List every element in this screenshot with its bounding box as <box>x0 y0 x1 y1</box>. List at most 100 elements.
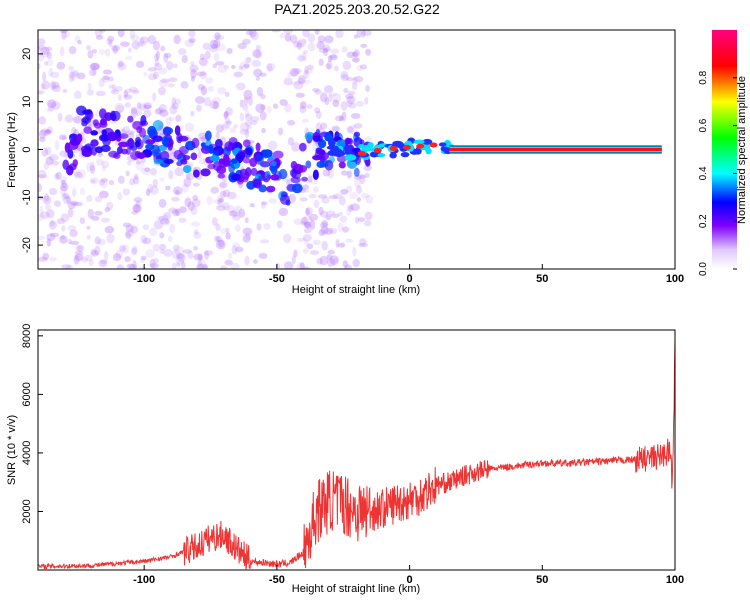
heatmap-cell <box>49 219 55 227</box>
heatmap-cell <box>106 38 113 45</box>
heatmap-cell <box>299 262 305 269</box>
heatmap-cell <box>128 264 138 269</box>
heatmap-cell <box>307 42 316 52</box>
heatmap-cell <box>155 50 160 60</box>
heatmap-cell <box>259 239 270 244</box>
snr-frame <box>37 329 676 571</box>
heatmap-cell <box>340 70 349 79</box>
heatmap-cell <box>250 30 259 41</box>
heatmap-cell <box>422 138 433 145</box>
heatmap-cell <box>303 79 312 85</box>
heatmap-cell <box>261 127 266 134</box>
heatmap-cell <box>186 173 195 181</box>
heatmap-cell <box>127 137 134 148</box>
heatmap-cell <box>245 30 254 36</box>
heatmap-cell <box>327 169 334 179</box>
heatmap-cell <box>182 165 192 174</box>
heatmap-cell <box>131 40 141 50</box>
heatmap-cell <box>46 209 55 219</box>
heatmap-cell <box>112 253 122 262</box>
heatmap-cell <box>38 63 41 70</box>
heatmap-cell <box>59 185 67 196</box>
heatmap-cell <box>86 162 92 173</box>
heatmap-cell <box>123 90 128 98</box>
heatmap-cell <box>46 233 56 242</box>
heatmap-cell <box>222 202 230 210</box>
heatmap-cell <box>438 142 447 147</box>
heatmap-cell <box>92 119 99 127</box>
snr-x-label: Height of straight line (km) <box>292 583 420 595</box>
heatmap-cell <box>158 67 168 75</box>
heatmap-cell <box>355 100 365 107</box>
heatmap-cell <box>320 225 329 235</box>
heatmap-cell <box>59 46 65 57</box>
heatmap-cell <box>171 102 180 110</box>
heatmap-cell <box>231 209 241 217</box>
heatmap-cell <box>97 238 107 246</box>
heatmap-cell <box>197 150 202 159</box>
heatmap-cell <box>223 111 229 120</box>
heatmap-cell <box>54 140 60 151</box>
heatmap-cell <box>328 195 339 200</box>
heatmap-cell <box>77 40 82 45</box>
heatmap-cell <box>349 192 358 200</box>
heatmap-cell <box>49 80 56 91</box>
heatmap-cell <box>325 63 332 70</box>
heatmap-cell <box>232 242 241 248</box>
heatmap-cell <box>47 99 57 109</box>
heatmap-cell <box>38 44 46 51</box>
heatmap-cell <box>96 158 105 166</box>
heatmap-cell <box>302 52 307 62</box>
heatmap-cell <box>132 204 142 213</box>
heatmap-cell <box>41 80 51 90</box>
heatmap-cell <box>142 237 152 245</box>
heatmap-cell <box>333 65 339 72</box>
heatmap-cell <box>215 223 221 232</box>
heatmap-cell <box>245 56 252 64</box>
heatmap-cell <box>101 165 106 172</box>
heatmap-cell <box>293 218 303 226</box>
heatmap-cell <box>190 68 197 79</box>
heatmap-cell <box>127 47 132 53</box>
heatmap-cell <box>225 120 233 125</box>
heatmap-cell <box>302 248 309 254</box>
heatmap-cell <box>143 71 148 77</box>
heatmap-cell <box>346 205 351 216</box>
heatmap-cell <box>351 51 358 57</box>
heatmap-cell <box>108 150 119 158</box>
heatmap-cell <box>270 163 278 175</box>
heatmap-cell <box>140 234 148 244</box>
heatmap-cell <box>302 49 309 54</box>
heatmap-cell <box>248 30 257 38</box>
heatmap-cell <box>133 173 139 180</box>
heatmap-cell <box>314 107 321 114</box>
heatmap-cell <box>174 246 185 256</box>
heatmap-cell <box>352 258 360 268</box>
heatmap-cell <box>84 254 93 262</box>
heatmap-cell <box>337 211 344 216</box>
heatmap-cell <box>217 195 223 205</box>
heatmap-cell <box>99 121 108 128</box>
heatmap-cell <box>215 235 222 243</box>
heatmap-cell <box>347 124 357 135</box>
heatmap-cell <box>347 204 354 212</box>
heatmap-cell <box>51 84 61 93</box>
heatmap-cell <box>139 103 147 111</box>
heatmap-cell <box>190 221 201 227</box>
heatmap-cell <box>323 47 332 52</box>
spectrogram-x-tick-label: 50 <box>536 273 548 285</box>
heatmap-cell <box>328 227 338 235</box>
heatmap-cell <box>231 173 241 181</box>
heatmap-cell <box>149 258 156 269</box>
heatmap-cell <box>232 214 241 221</box>
heatmap-cell <box>302 184 310 193</box>
heatmap-cell <box>332 92 342 103</box>
heatmap-cell <box>359 64 368 70</box>
heatmap-cell <box>44 193 50 202</box>
heatmap-cell <box>214 35 225 41</box>
heatmap-cell <box>330 53 337 59</box>
heatmap-cell <box>163 127 174 135</box>
heatmap-cell <box>130 225 139 234</box>
heatmap-cell <box>212 63 217 69</box>
heatmap-cell <box>209 100 220 110</box>
